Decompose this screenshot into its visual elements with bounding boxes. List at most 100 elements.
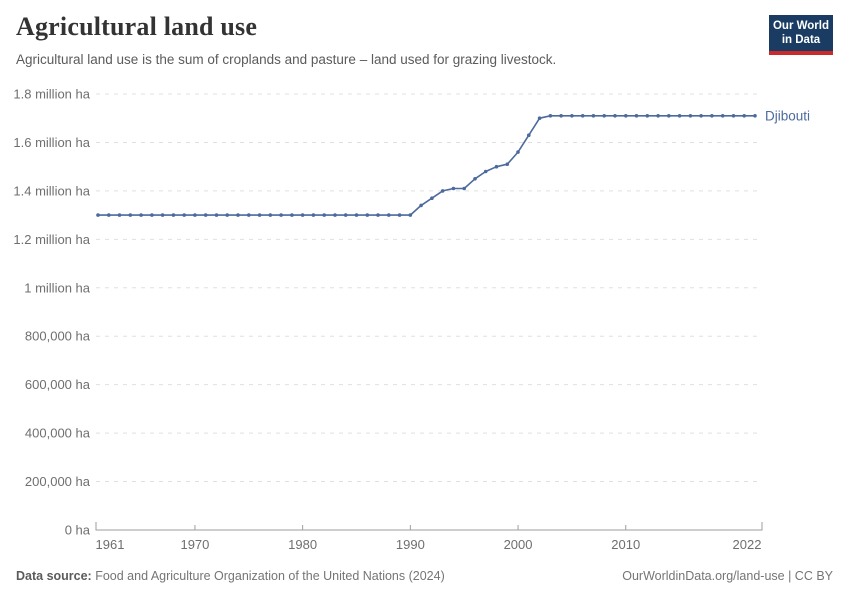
data-point[interactable]	[408, 213, 413, 217]
data-point[interactable]	[311, 213, 316, 217]
data-point[interactable]	[193, 213, 197, 217]
data-point[interactable]	[656, 114, 660, 118]
data-point[interactable]	[591, 114, 596, 118]
data-point[interactable]	[699, 114, 703, 118]
data-point[interactable]	[214, 213, 219, 217]
owid-logo-line1: Our World	[772, 20, 829, 32]
x-tick-label: 1970	[180, 537, 209, 552]
data-point[interactable]	[343, 213, 348, 217]
data-point[interactable]	[527, 133, 531, 137]
data-point[interactable]	[462, 186, 467, 191]
x-tick-label: 1990	[396, 537, 425, 552]
data-point[interactable]	[225, 213, 229, 217]
data-point[interactable]	[96, 213, 100, 217]
data-point[interactable]	[139, 213, 143, 217]
x-tick-label: 2022	[733, 537, 762, 552]
x-tick-label: 2000	[504, 537, 533, 552]
data-series[interactable]	[96, 114, 757, 217]
data-point[interactable]	[559, 114, 563, 118]
datasource-text: Food and Agriculture Organization of the…	[95, 569, 445, 583]
data-point[interactable]	[483, 169, 488, 174]
data-point[interactable]	[494, 164, 499, 169]
data-point[interactable]	[150, 213, 154, 217]
x-axis-labels: 1961 1970 1980 1990 2000 2010 2022	[96, 537, 762, 552]
page-title: Agricultural land use	[16, 12, 258, 41]
data-point[interactable]	[710, 114, 714, 118]
data-point[interactable]	[279, 213, 283, 217]
x-tick-label: 1961	[96, 537, 125, 552]
y-tick-label: 200,000 ha	[25, 474, 91, 489]
data-point[interactable]	[613, 114, 617, 118]
x-axis	[95, 522, 763, 531]
x-axis-line	[95, 522, 763, 531]
data-point[interactable]	[300, 213, 305, 217]
y-tick-label: 800,000 ha	[25, 329, 91, 344]
owid-logo-redbar	[769, 50, 833, 55]
data-point[interactable]	[203, 213, 208, 217]
data-point[interactable]	[397, 213, 402, 217]
data-point[interactable]	[376, 213, 380, 217]
y-tick-label: 1.2 million ha	[13, 232, 90, 247]
data-point[interactable]	[580, 114, 585, 118]
data-point[interactable]	[128, 213, 133, 217]
y-tick-label: 0 ha	[65, 523, 91, 538]
data-point[interactable]	[645, 114, 650, 118]
y-tick-label: 1.4 million ha	[13, 183, 90, 198]
data-point[interactable]	[117, 213, 122, 217]
owid-logo-line2: in Data	[781, 34, 821, 47]
footer-link[interactable]: OurWorldinData.org/land-use | CC BY	[622, 569, 833, 583]
y-tick-label: 1 million ha	[24, 280, 91, 295]
data-point[interactable]	[268, 213, 273, 217]
data-point[interactable]	[430, 196, 434, 200]
data-point[interactable]	[236, 213, 240, 217]
data-point[interactable]	[624, 114, 628, 118]
data-point[interactable]	[720, 114, 725, 118]
data-point[interactable]	[688, 114, 693, 118]
y-tick-label: 1.6 million ha	[13, 135, 90, 150]
data-point[interactable]	[451, 186, 456, 191]
data-point[interactable]	[677, 114, 682, 118]
data-point[interactable]	[667, 114, 671, 118]
entity-label: Djibouti	[765, 108, 810, 123]
data-point[interactable]	[419, 203, 423, 208]
data-point[interactable]	[247, 213, 251, 217]
data-point[interactable]	[290, 213, 294, 217]
data-point[interactable]	[257, 213, 262, 217]
data-point[interactable]	[742, 114, 746, 118]
data-point[interactable]	[548, 114, 553, 118]
owid-logo-text: Our World in Data	[769, 15, 833, 51]
data-point[interactable]	[505, 162, 510, 166]
data-point[interactable]	[333, 213, 337, 217]
data-point[interactable]	[634, 114, 639, 118]
data-point[interactable]	[440, 189, 445, 193]
datasource-label: Data source:	[16, 569, 92, 583]
data-point[interactable]	[171, 213, 176, 217]
y-tick-label: 400,000 ha	[25, 426, 91, 441]
data-point[interactable]	[602, 114, 606, 118]
data-point[interactable]	[354, 213, 359, 217]
chart-subtitle: Agricultural land use is the sum of crop…	[16, 52, 557, 67]
data-point[interactable]	[107, 213, 111, 217]
data-point[interactable]	[160, 213, 165, 217]
data-point[interactable]	[365, 213, 370, 217]
gridlines	[96, 93, 762, 483]
y-axis-labels: 0 ha 200,000 ha 400,000 ha 600,000 ha 800,00…	[13, 87, 90, 538]
data-point[interactable]	[182, 213, 186, 217]
trend-line[interactable]	[98, 115, 755, 216]
y-tick-label: 600,000 ha	[25, 377, 91, 392]
data-point[interactable]	[322, 213, 327, 217]
y-tick-label: 1.8 million ha	[13, 87, 90, 102]
data-point[interactable]	[731, 114, 736, 118]
owid-logo[interactable]: Our World in Data	[769, 15, 833, 55]
data-point[interactable]	[537, 116, 542, 120]
data-point[interactable]	[473, 177, 477, 181]
x-tick-label: 2010	[611, 537, 640, 552]
data-point[interactable]	[570, 114, 574, 118]
x-tick-label: 1980	[288, 537, 317, 552]
data-point[interactable]	[516, 150, 520, 154]
datasource-note: Data source: Food and Agriculture Organi…	[16, 569, 445, 583]
data-point[interactable]	[387, 213, 391, 217]
data-point[interactable]	[753, 114, 757, 118]
